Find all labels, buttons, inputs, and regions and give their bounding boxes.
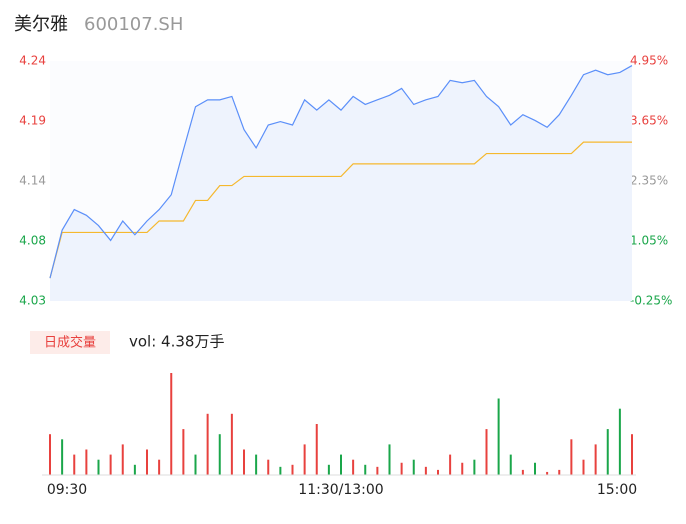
volume-bar — [49, 434, 51, 475]
volume-bar — [109, 454, 112, 475]
volume-bar — [558, 469, 561, 475]
y-tick-label: 4.03 — [19, 294, 46, 308]
y-tick-label: 4.08 — [19, 234, 46, 248]
volume-bar — [364, 464, 367, 475]
volume-bar — [400, 462, 403, 475]
volume-bar — [485, 429, 488, 475]
volume-bar — [388, 444, 391, 475]
volume-bar — [594, 444, 597, 475]
volume-bar — [291, 464, 294, 475]
x-tick-label: 09:30 — [47, 482, 87, 498]
volume-bar — [218, 434, 221, 475]
volume-bar — [340, 454, 342, 475]
volume-bar — [449, 454, 452, 475]
y2-tick-label: 3.65% — [630, 114, 668, 128]
y-tick-label: 4.24 — [19, 54, 46, 68]
badge: 日成交量 — [44, 335, 96, 351]
y-tick-label: 4.14 — [19, 174, 46, 188]
volume-label: vol: 4.38万手 — [129, 333, 224, 351]
badge-bg — [30, 331, 110, 354]
volume-bar — [570, 439, 573, 475]
volume-bar — [461, 462, 464, 475]
volume-bar — [61, 439, 64, 475]
volume-bar — [158, 459, 161, 475]
volume-bar — [170, 373, 173, 475]
volume-bar — [194, 454, 197, 475]
volume-bar — [267, 459, 270, 475]
volume-bar — [73, 454, 76, 475]
price-area — [50, 65, 632, 301]
volume-bar — [230, 413, 233, 475]
y2-tick-label: -0.25% — [630, 294, 672, 308]
volume-bar — [606, 429, 609, 475]
volume-bar — [206, 413, 209, 475]
volume-bar — [121, 444, 124, 475]
volume-bar — [631, 434, 633, 475]
volume-bar — [497, 398, 500, 475]
volume-bar — [303, 444, 306, 475]
volume-bar — [315, 424, 318, 475]
volume-bar — [546, 471, 549, 475]
volume-bar — [133, 464, 136, 475]
volume-bar — [618, 408, 621, 475]
volume-bar — [85, 449, 88, 475]
volume-bar — [437, 469, 439, 475]
volume-bar — [521, 469, 524, 475]
volume-bar — [473, 459, 476, 475]
volume-bar — [146, 449, 148, 475]
x-tick-label: 11:30/13:00 — [298, 482, 383, 498]
average-line — [49, 141, 632, 279]
volume-bar — [424, 466, 427, 475]
volume-bar — [243, 449, 245, 475]
volume-bar — [534, 462, 536, 475]
y2-tick-label: 1.05% — [630, 234, 668, 248]
y-tick-label: 4.19 — [19, 114, 46, 128]
volume-bar — [97, 459, 100, 475]
stock-name: 美尔雅 — [14, 14, 68, 35]
volume-bar — [352, 459, 355, 475]
price-line — [49, 65, 633, 279]
y2-tick-label: 2.35% — [630, 174, 668, 188]
volume-bar — [582, 459, 585, 475]
volume-bar — [376, 466, 379, 475]
stock-code: 600107.SH — [84, 14, 183, 35]
x-tick-label: 15:00 — [597, 482, 637, 498]
volume-bar — [327, 464, 330, 475]
y2-tick-label: 4.95% — [630, 54, 668, 68]
volume-bar — [412, 459, 415, 475]
volume-bar — [182, 429, 185, 475]
volume-bar — [279, 466, 282, 475]
volume-bar — [509, 454, 512, 475]
volume-bar — [255, 454, 258, 475]
